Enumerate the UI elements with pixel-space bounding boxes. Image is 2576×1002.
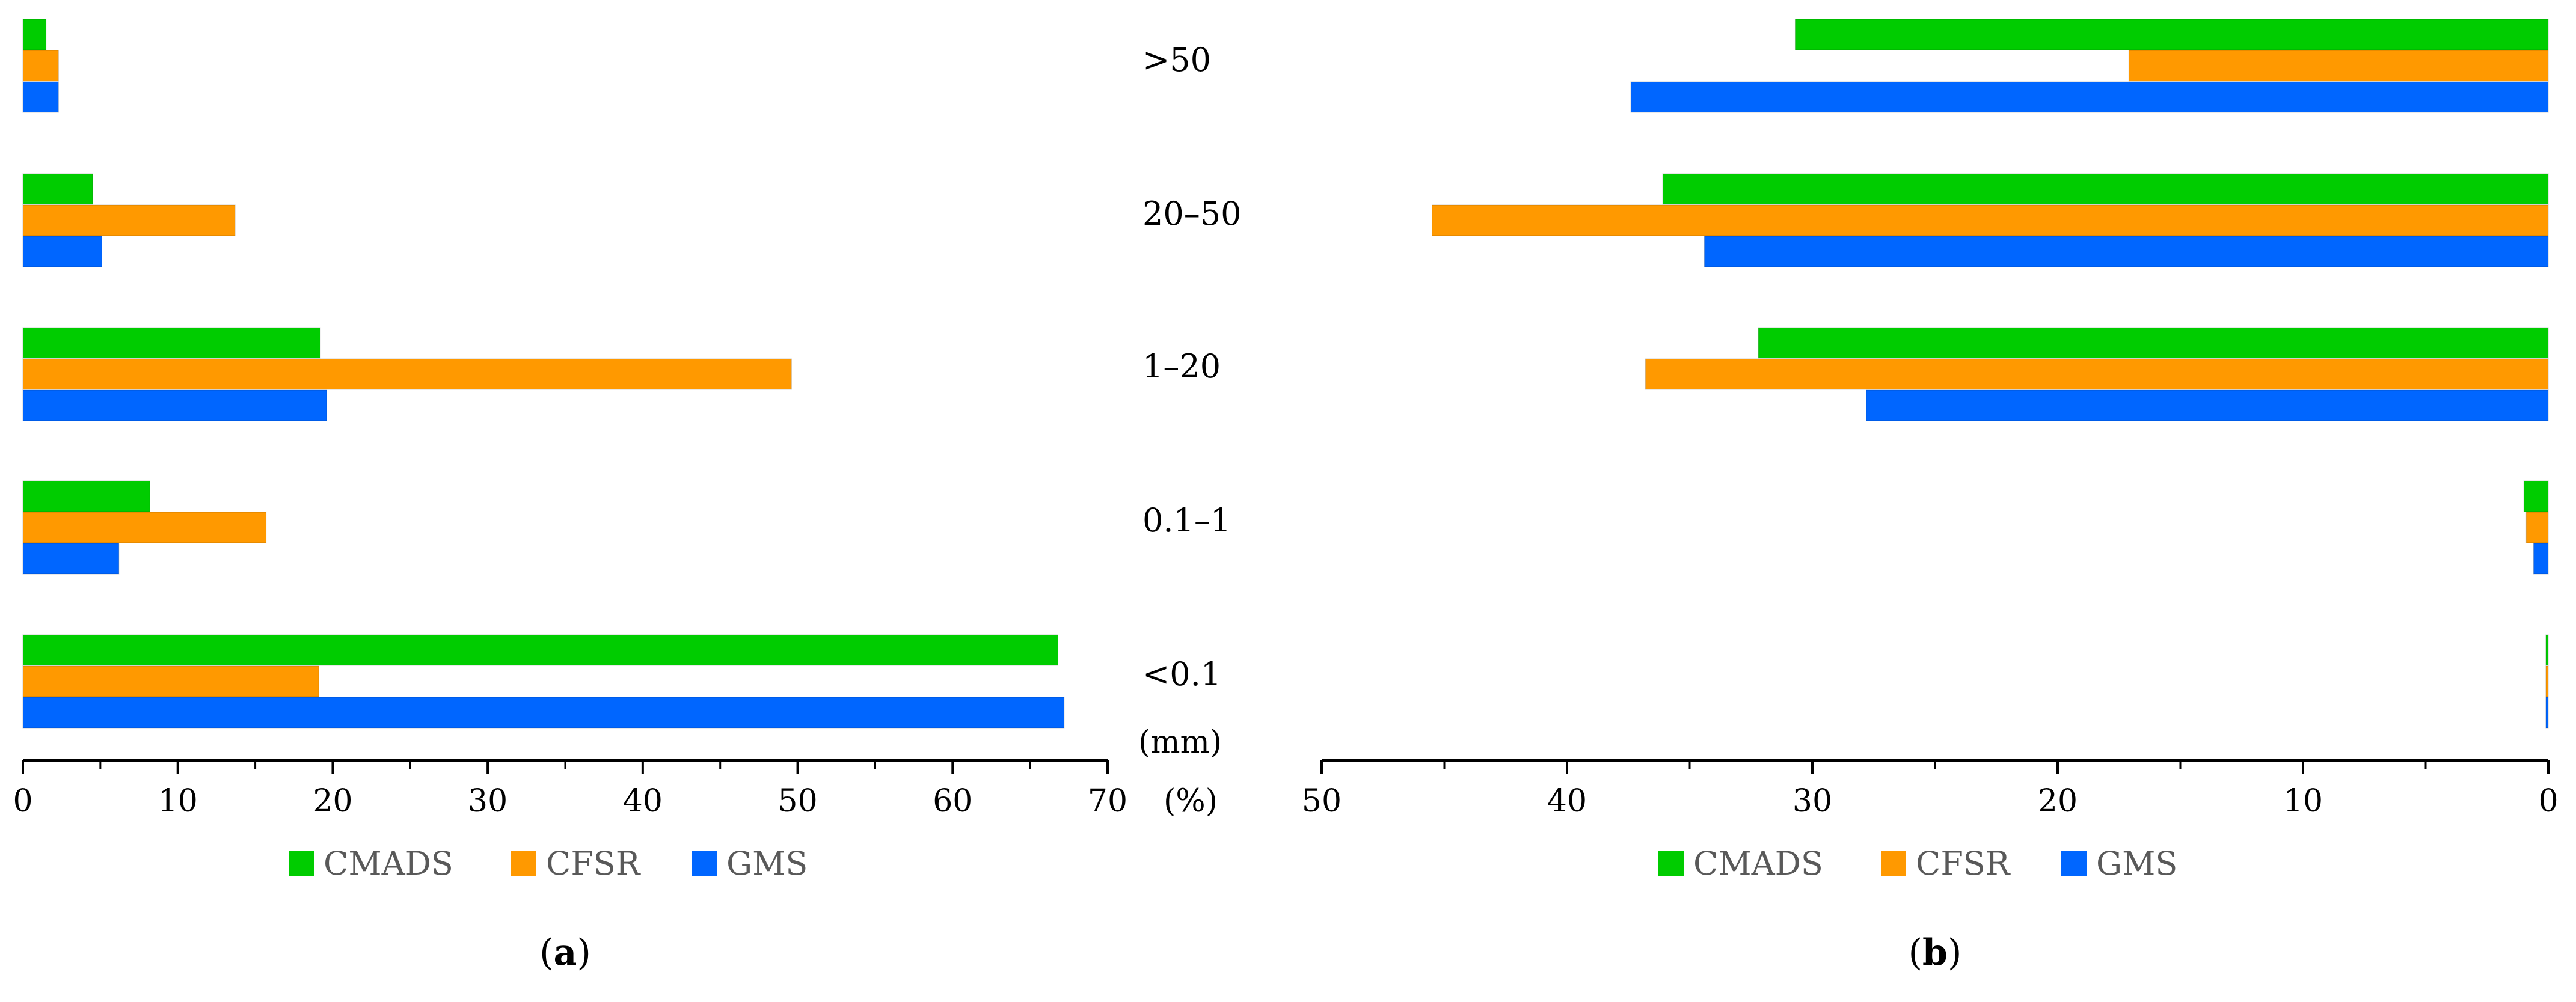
x-tick-label-2: 30 xyxy=(1792,783,1832,819)
x-tick-label-5: 0 xyxy=(2538,783,2558,819)
legend-label-cmads: CMADS xyxy=(1693,845,1823,882)
panel-label-letter: a xyxy=(554,932,577,974)
bar-cfsr-1 xyxy=(22,204,236,236)
bar-gms-0 xyxy=(1630,81,2549,113)
bar-gms-3 xyxy=(22,543,120,575)
legend-label-cfsr: CFSR xyxy=(546,845,641,882)
bar-gms-2 xyxy=(22,389,327,421)
bar-cfsr-2 xyxy=(1645,358,2549,390)
category-label-3: 0.1–1 xyxy=(1142,501,1231,539)
panel-a: 0 10 20 30 40 50 60 70 CMADS CFSR GMS (a) xyxy=(13,19,1127,974)
bar-cmads-2 xyxy=(22,327,321,359)
panel-label-open: ( xyxy=(1909,932,1922,974)
legend-label-cmads: CMADS xyxy=(324,845,453,882)
panel-label: (a) xyxy=(539,932,591,974)
legend-label-gms: GMS xyxy=(2096,845,2177,882)
bar-cmads-2 xyxy=(1758,327,2549,359)
bar-cfsr-2 xyxy=(22,358,792,390)
legend-swatch-cmads xyxy=(289,851,314,876)
bar-gms-2 xyxy=(1866,389,2549,421)
x-tick-label-0: 0 xyxy=(13,783,32,819)
x-tick-label-3: 30 xyxy=(468,783,508,819)
category-label-2: 1–20 xyxy=(1142,347,1221,385)
bar-cmads-4 xyxy=(22,634,1059,666)
x-tick-label-5: 50 xyxy=(777,783,817,819)
legend-label-gms: GMS xyxy=(726,845,808,882)
bar-gms-4 xyxy=(22,697,1065,729)
x-tick-label-6: 60 xyxy=(933,783,972,819)
category-unit-label: (mm) xyxy=(1138,724,1222,760)
bar-cfsr-1 xyxy=(1432,204,2549,236)
legend-swatch-cfsr xyxy=(1881,851,1906,876)
bar-cfsr-4 xyxy=(22,665,319,697)
x-tick-label-1: 10 xyxy=(158,783,198,819)
bar-cmads-4 xyxy=(2545,634,2549,666)
bar-cfsr-0 xyxy=(2128,50,2549,82)
panel-label: (b) xyxy=(1909,932,1962,974)
panel-label-letter: b xyxy=(1922,932,1948,974)
bar-cfsr-0 xyxy=(22,50,59,82)
legend-swatch-cfsr xyxy=(511,851,536,876)
x-tick-label-3: 20 xyxy=(2038,783,2078,819)
x-tick-label-4: 40 xyxy=(623,783,663,819)
panel-label-close: ) xyxy=(1948,932,1961,974)
x-tick-label-1: 40 xyxy=(1547,783,1587,819)
bar-cmads-0 xyxy=(1794,19,2549,50)
panel-label-close: ) xyxy=(577,932,590,974)
bar-gms-0 xyxy=(22,81,59,113)
bar-cmads-3 xyxy=(22,480,150,512)
legend-swatch-gms xyxy=(692,851,717,876)
x-tick-label-0: 50 xyxy=(1302,783,1342,819)
category-label-4: <0.1 xyxy=(1142,655,1221,693)
x-tick-label-2: 20 xyxy=(313,783,352,819)
x-tick-label-7: 70 xyxy=(1088,783,1127,819)
bar-cmads-1 xyxy=(1662,173,2549,205)
bar-gms-4 xyxy=(2545,697,2549,729)
bar-cfsr-4 xyxy=(2545,665,2549,697)
category-label-1: 20–50 xyxy=(1142,195,1241,233)
value-unit-label: (%) xyxy=(1164,783,1218,819)
panel-b: 50 40 30 20 10 0 CMADS CFSR GMS (b) xyxy=(1302,19,2559,974)
bar-gms-1 xyxy=(22,236,102,267)
panel-label-open: ( xyxy=(539,932,553,974)
bar-gms-1 xyxy=(1704,236,2549,267)
legend-swatch-gms xyxy=(2061,851,2087,876)
bar-cmads-3 xyxy=(2523,480,2549,512)
bar-cmads-1 xyxy=(22,173,93,205)
bar-cfsr-3 xyxy=(22,512,267,543)
bar-cfsr-3 xyxy=(2525,512,2549,543)
legend-swatch-cmads xyxy=(1658,851,1684,876)
x-tick-label-4: 10 xyxy=(2283,783,2323,819)
bar-cmads-0 xyxy=(22,19,47,50)
category-label-0: >50 xyxy=(1142,41,1211,79)
bar-gms-3 xyxy=(2533,543,2549,575)
legend-label-cfsr: CFSR xyxy=(1916,845,2011,882)
